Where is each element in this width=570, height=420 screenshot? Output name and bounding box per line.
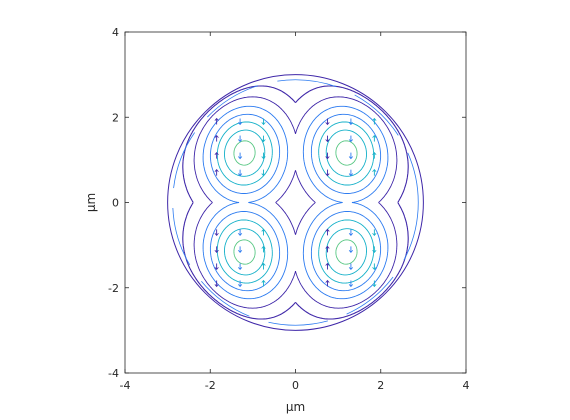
flow-arrow-head: [325, 173, 330, 177]
flow-arrow-head: [214, 117, 219, 121]
flow-arrows: [214, 117, 377, 288]
contour-level: [233, 140, 358, 265]
y-tick-label: 2: [112, 111, 119, 124]
flow-arrow-head: [325, 262, 330, 266]
flow-arrow-head: [325, 156, 330, 160]
y-axis-label: μm: [84, 193, 98, 212]
axis-ticks: -4 -2 0 2 4 -4 -2 0 2 4: [108, 26, 469, 392]
contour-level: [182, 85, 409, 320]
flow-arrow-head: [261, 245, 266, 249]
y-tick-label: -2: [108, 282, 119, 295]
plot-area: -4 -2 0 2 4 -4 -2 0 2 4: [108, 26, 469, 392]
flow-arrow-head: [261, 262, 266, 266]
flow-arrow-head: [325, 279, 330, 283]
flow-arrow-head: [261, 279, 266, 283]
flow-arrow-head: [372, 267, 377, 271]
flow-arrow-head: [237, 250, 243, 254]
x-tick-label: -4: [120, 379, 131, 392]
x-tick-label: 4: [463, 379, 470, 392]
flow-arrow-head: [237, 139, 243, 143]
flow-arrow-head: [261, 173, 266, 177]
flow-arrow-head: [261, 228, 266, 232]
flow-arrow-head: [214, 169, 219, 173]
flow-arrow-head: [372, 284, 377, 288]
x-tick-label: -2: [205, 379, 216, 392]
flow-arrow-head: [348, 267, 354, 271]
boundary-inner-ring: [172, 79, 419, 326]
flow-arrow-head: [325, 122, 330, 126]
flow-arrow-head: [348, 156, 354, 160]
y-tick-label: 0: [112, 197, 119, 210]
flow-arrow-head: [214, 267, 219, 271]
x-tick-label: 2: [377, 379, 384, 392]
x-tick-label: 0: [292, 379, 299, 392]
flow-arrow-head: [325, 245, 330, 249]
y-tick-label: 4: [112, 26, 119, 39]
boundary-ring: [167, 74, 424, 331]
flow-arrow-head: [372, 250, 377, 254]
flow-arrow-head: [372, 117, 377, 121]
flow-arrow-head: [348, 250, 354, 254]
flow-arrow-head: [214, 232, 219, 236]
flow-arrow-head: [325, 139, 330, 143]
flow-arrow-head: [348, 232, 354, 236]
flow-arrow-head: [214, 151, 219, 155]
contour-level: [224, 129, 367, 276]
flow-arrow-head: [237, 232, 243, 236]
flow-arrow-head: [237, 267, 243, 271]
flow-arrow-head: [348, 173, 354, 177]
flow-arrow-head: [348, 284, 354, 288]
flow-arrow-head: [372, 169, 377, 173]
flow-arrow-head: [214, 284, 219, 288]
flow-arrow-head: [261, 156, 266, 160]
contour-level: [193, 96, 398, 309]
flow-arrow-head: [348, 139, 354, 143]
flow-arrow-head: [372, 134, 377, 138]
flow-arrow-head: [237, 284, 243, 288]
contour-level: [216, 121, 375, 284]
x-axis-label: μm: [286, 400, 305, 414]
flow-arrow-head: [372, 232, 377, 236]
contour-level: [209, 113, 382, 292]
flow-arrow-head: [237, 122, 243, 126]
y-tick-label: -4: [108, 367, 119, 380]
flow-arrow-head: [261, 122, 266, 126]
flow-arrow-head: [237, 156, 243, 160]
flow-arrow-head: [237, 173, 243, 177]
flow-arrow-head: [325, 228, 330, 232]
contour-level: [202, 105, 389, 300]
flow-arrow-head: [348, 122, 354, 126]
flow-arrow-head: [261, 139, 266, 143]
flow-arrow-head: [372, 151, 377, 155]
contour-lines: [167, 74, 424, 331]
flow-arrow-head: [214, 134, 219, 138]
flow-arrow-head: [214, 250, 219, 254]
